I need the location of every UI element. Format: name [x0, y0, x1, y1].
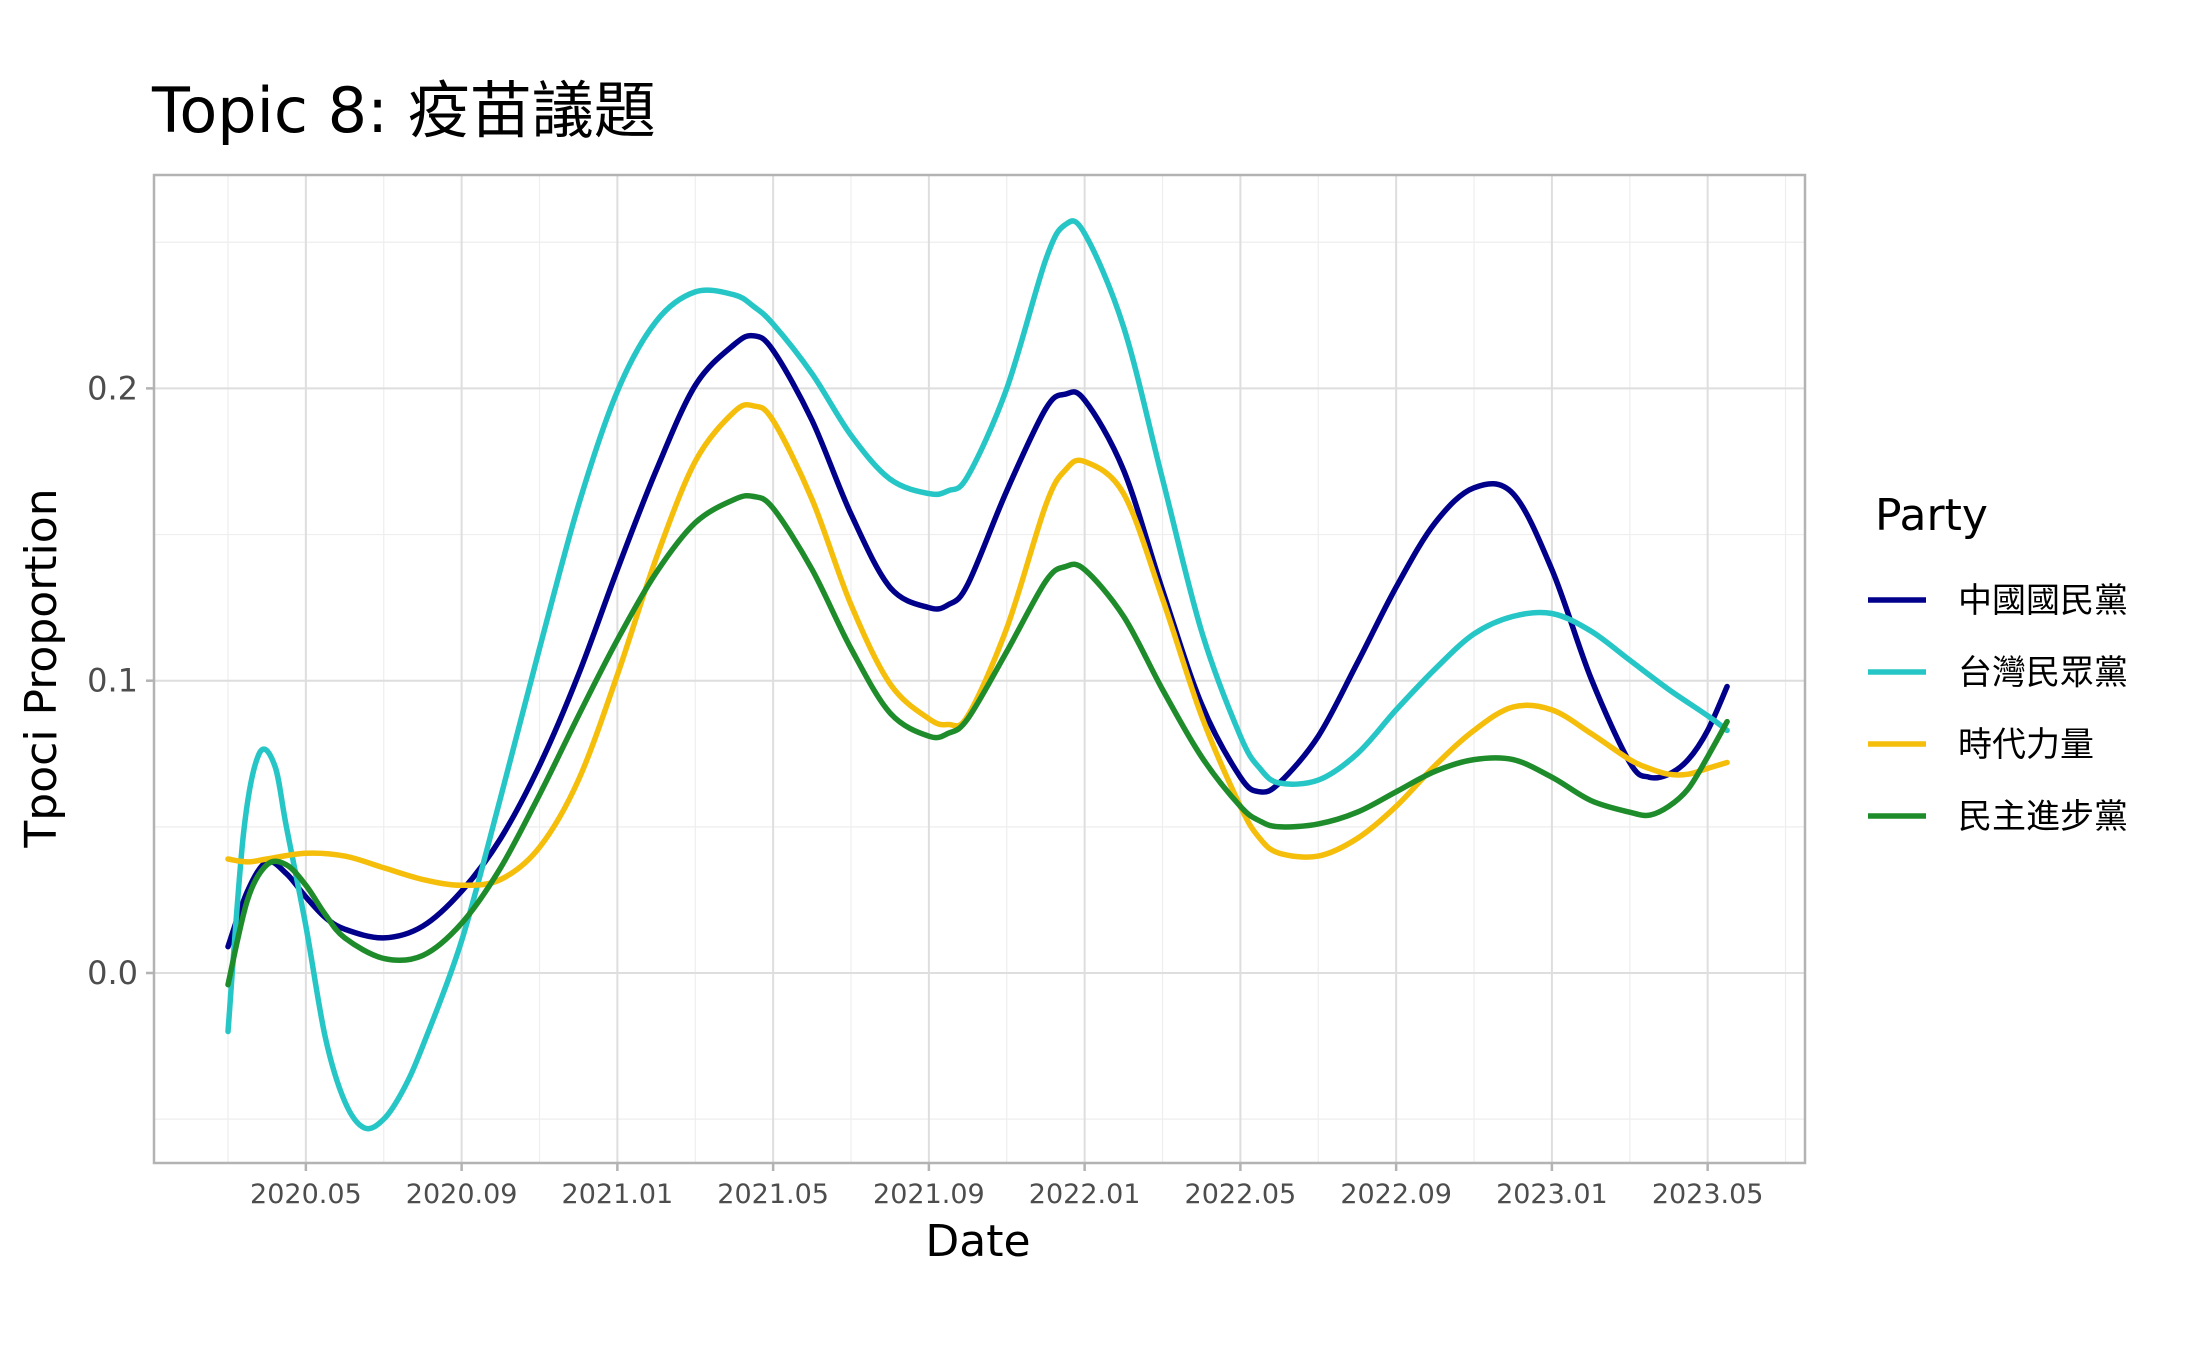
chart-title: Topic 8: 疫苗議題 [151, 74, 656, 147]
legend-label: 民主進步黨 [1958, 797, 2128, 837]
x-axis-title: Date [925, 1216, 1030, 1267]
series-line-4 [225, 492, 1730, 988]
y-tick-label: 0.0 [87, 954, 138, 992]
plot-panel [152, 173, 1807, 1165]
x-axis: 2020.05 2020.09 2021.01 2021.05 2021.09 2022.… [250, 1163, 1763, 1210]
series-lines [225, 218, 1730, 1132]
legend-label: 台灣民眾黨 [1958, 653, 2128, 693]
x-tick-label: 2022.05 [1185, 1179, 1297, 1210]
x-tick-label: 2022.09 [1340, 1179, 1452, 1210]
gridlines [154, 175, 1805, 1163]
series-line-1 [225, 332, 1730, 950]
x-tick-label: 2021.01 [562, 1179, 674, 1210]
series-line-3 [225, 401, 1730, 889]
legend-label: 中國國民黨 [1958, 581, 2128, 621]
x-tick-label: 2021.05 [717, 1179, 829, 1210]
y-axis-title: Tpoci Proportion [16, 488, 67, 848]
x-tick-label: 2023.05 [1652, 1179, 1764, 1210]
x-tick-label: 2023.01 [1496, 1179, 1608, 1210]
y-tick-label: 0.1 [87, 662, 138, 700]
series-line-2 [225, 218, 1730, 1132]
x-tick-label: 2022.01 [1029, 1179, 1141, 1210]
y-tick-label: 0.2 [87, 369, 138, 407]
x-tick-label: 2021.09 [873, 1179, 985, 1210]
x-tick-label: 2020.05 [250, 1179, 362, 1210]
legend-title: Party [1875, 490, 1988, 541]
y-axis: 0.0 0.1 0.2 [87, 369, 154, 992]
x-tick-label: 2020.09 [406, 1179, 518, 1210]
legend-label: 時代力量 [1958, 725, 2094, 765]
